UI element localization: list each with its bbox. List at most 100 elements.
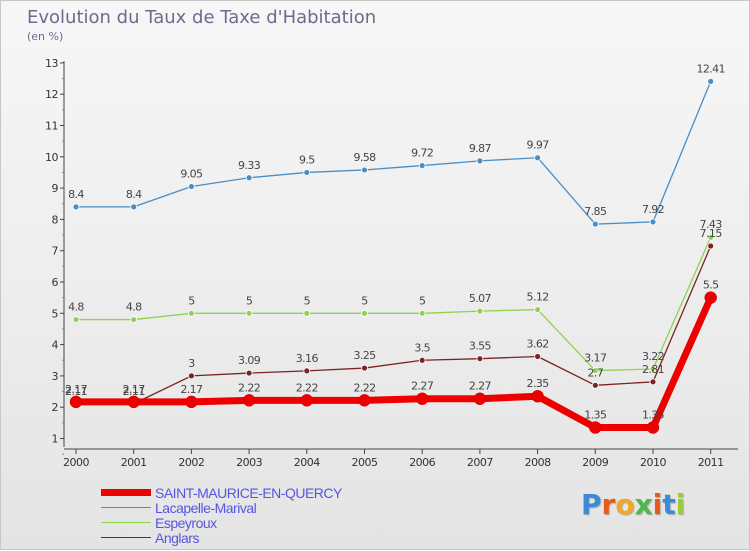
x-tick-label: 2004 [294, 456, 320, 469]
data-point [534, 306, 541, 313]
data-point [534, 353, 541, 360]
data-label: 2.7 [587, 366, 603, 379]
logo-letter: P [581, 488, 602, 521]
data-point [476, 355, 484, 363]
data-point [130, 316, 138, 323]
data-point [415, 392, 429, 405]
data-point [646, 421, 660, 434]
x-tick-label: 2008 [525, 456, 551, 469]
data-label: 9.05 [180, 168, 203, 181]
data-label: 5.12 [527, 291, 549, 304]
data-label: 2.27 [469, 380, 492, 393]
legend-swatch-saint-maurice [101, 489, 151, 496]
data-label: 1.35 [584, 409, 607, 422]
data-label: 2.22 [353, 381, 375, 394]
x-tick-label: 2007 [467, 456, 493, 469]
data-label: 12.41 [696, 62, 725, 75]
data-label: 3.62 [527, 337, 549, 350]
data-label: 2.11 [123, 385, 145, 398]
data-point [303, 169, 311, 176]
legend-label-anglars: Anglars [155, 530, 199, 546]
data-label: 2.22 [296, 381, 318, 394]
x-tick-label: 2003 [236, 456, 262, 469]
data-label: 8.4 [68, 188, 84, 201]
data-label: 7.92 [642, 203, 664, 216]
data-point [72, 316, 80, 323]
data-point [187, 183, 195, 190]
x-tick-label: 2005 [352, 456, 378, 469]
data-point [589, 421, 602, 434]
data-point [476, 157, 484, 165]
data-point [361, 166, 368, 174]
data-point [531, 389, 544, 403]
data-point [649, 218, 657, 226]
data-label: 2.17 [180, 383, 203, 396]
data-label: 7.43 [700, 218, 723, 231]
data-point [187, 372, 195, 380]
data-label: 5 [188, 294, 195, 307]
y-tick-label: 6 [52, 276, 59, 289]
data-label: 3.22 [642, 350, 664, 363]
data-point [707, 233, 715, 241]
legend-label-lacapelle-marival: Lacapelle-Marival [155, 500, 257, 516]
data-point [69, 395, 83, 409]
y-tick-label: 10 [45, 151, 58, 164]
data-point [187, 309, 195, 317]
data-label: 2.17 [123, 383, 146, 396]
data-label: 5.5 [703, 279, 719, 292]
logo-letter: r [601, 488, 616, 521]
y-tick-label: 9 [52, 182, 59, 195]
logo-letter: i [652, 488, 663, 521]
data-label: 2.22 [238, 381, 260, 394]
legend-swatch-espeyroux [101, 522, 151, 523]
x-tick-label: 2006 [409, 456, 435, 469]
legend-swatch-lacapelle-marival [101, 507, 151, 508]
data-point [707, 77, 715, 85]
data-label: 3.25 [353, 349, 376, 362]
data-label: 4.8 [68, 301, 84, 314]
data-label: 9.58 [353, 151, 376, 164]
series-layer [69, 77, 717, 434]
data-point [300, 394, 314, 407]
data-point [361, 309, 368, 317]
data-label: 9.33 [238, 159, 261, 172]
data-point [303, 367, 311, 375]
data-point [649, 378, 657, 386]
data-point [245, 309, 253, 317]
y-tick-label: 2 [52, 401, 59, 414]
series-line-0 [76, 296, 714, 432]
data-label: 2.17 [65, 383, 88, 396]
data-label: 7.15 [700, 227, 723, 240]
logo-letter: t [662, 488, 676, 521]
y-tick-label: 8 [52, 213, 59, 226]
data-point [591, 381, 599, 389]
data-point [245, 369, 253, 377]
data-point [418, 162, 426, 169]
data-point [418, 356, 426, 364]
x-tick-label: 2009 [582, 456, 608, 469]
data-point [473, 392, 487, 405]
data-label: 9.87 [469, 142, 492, 155]
legend-swatch-anglars [101, 537, 151, 538]
logo-letter: o [615, 488, 635, 521]
data-label: 3.5 [414, 341, 430, 354]
data-label: 3.16 [296, 352, 319, 365]
data-label: 9.72 [411, 147, 433, 160]
data-label: 9.97 [527, 139, 550, 152]
y-tick-label: 11 [45, 120, 58, 133]
data-label: 5 [304, 294, 311, 307]
series-line-1 [76, 81, 712, 225]
data-label: 5 [361, 294, 368, 307]
data-point [534, 154, 541, 162]
data-label: 2.11 [65, 385, 87, 398]
data-point [185, 395, 198, 409]
data-label: 4.8 [126, 301, 142, 314]
data-label: 3 [188, 357, 195, 370]
data-label: 1.35 [642, 409, 665, 422]
data-label: 3.09 [238, 354, 261, 367]
x-tick-label: 2000 [63, 456, 89, 469]
x-tick-label: 2011 [698, 456, 724, 469]
data-point [127, 395, 140, 409]
